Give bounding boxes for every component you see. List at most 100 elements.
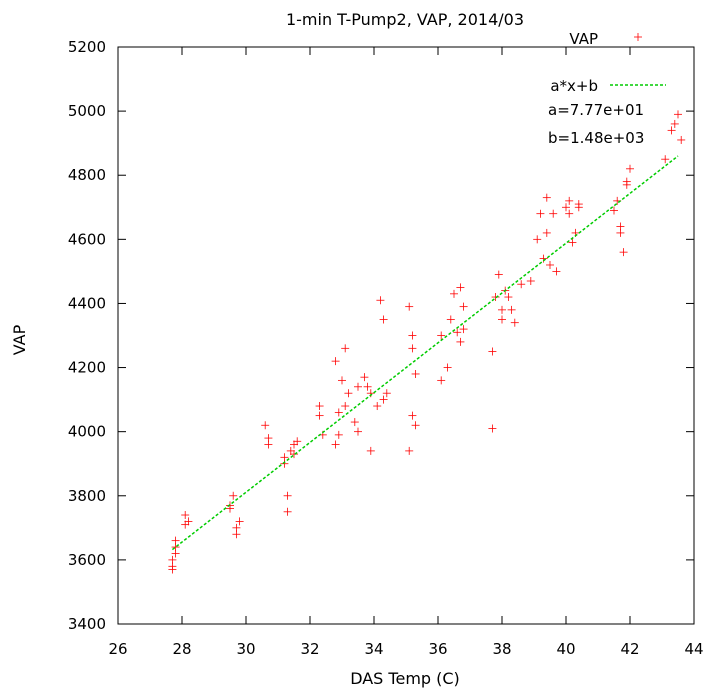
data-point — [411, 421, 420, 430]
data-point — [350, 418, 359, 427]
data-point — [405, 446, 414, 455]
data-point — [542, 193, 551, 202]
data-point — [184, 517, 193, 526]
legend-plus-marker — [634, 33, 642, 41]
x-tick-label: 38 — [492, 640, 511, 658]
data-point — [354, 427, 362, 436]
data-point — [376, 296, 385, 305]
data-point — [354, 382, 362, 391]
data-point — [437, 331, 446, 340]
data-point — [405, 302, 414, 311]
data-point — [261, 421, 270, 430]
y-tick-label: 3400 — [68, 615, 106, 633]
data-point — [280, 453, 289, 462]
data-point — [341, 344, 350, 353]
data-point — [459, 325, 468, 334]
data-point — [334, 430, 343, 439]
x-tick-label: 44 — [684, 640, 703, 658]
data-point — [338, 376, 346, 385]
data-point — [568, 238, 577, 247]
x-axis: 26 28 30 32 34 36 38 40 42 44 — [108, 47, 704, 658]
data-point — [283, 491, 292, 500]
data-point — [379, 395, 388, 404]
plot-area-frame — [117, 46, 695, 625]
data-point — [229, 491, 238, 500]
y-tick-label: 5000 — [68, 102, 106, 120]
data-point — [315, 402, 324, 411]
y-tick-label: 4800 — [68, 166, 106, 184]
y-tick-label: 5200 — [68, 38, 106, 56]
data-point — [363, 382, 372, 391]
data-point — [408, 331, 417, 340]
data-point — [498, 305, 506, 314]
y-tick-label: 4600 — [68, 230, 106, 248]
data-point — [574, 203, 583, 212]
data-point — [459, 302, 468, 311]
data-point — [226, 504, 234, 513]
data-point — [283, 507, 292, 516]
data-point — [539, 254, 548, 263]
data-point — [562, 203, 570, 212]
data-point — [290, 440, 298, 449]
data-point — [408, 411, 417, 420]
data-point — [344, 389, 353, 398]
data-point — [408, 344, 417, 353]
y-tick-label: 3800 — [68, 487, 106, 505]
legend-b-text: b=1.48e+03 — [548, 129, 644, 147]
data-point — [507, 305, 516, 314]
data-point — [446, 315, 455, 324]
data-point — [366, 446, 375, 455]
data-point — [411, 369, 420, 378]
data-point — [667, 126, 676, 135]
data-point — [565, 196, 574, 205]
data-point — [494, 270, 503, 279]
vap-points — [168, 110, 686, 574]
x-tick-label: 30 — [236, 640, 255, 658]
data-point — [290, 450, 298, 459]
data-point — [546, 260, 554, 269]
data-point — [616, 228, 625, 237]
data-point — [619, 248, 628, 257]
data-point — [456, 283, 465, 292]
data-point — [235, 517, 244, 526]
data-point — [293, 437, 302, 446]
data-point — [488, 424, 497, 433]
data-point — [549, 209, 558, 218]
legend: VAP a*x+b a=7.77e+01 b=1.48e+03 — [548, 30, 666, 147]
legend-points-label: VAP — [569, 30, 598, 48]
y-axis: 3400 3600 3800 4000 4200 4400 4600 4800 5000 5200 — [68, 38, 694, 633]
data-point — [181, 520, 190, 529]
data-point — [661, 155, 670, 164]
data-point — [536, 209, 545, 218]
x-tick-label: 36 — [428, 640, 447, 658]
data-point — [443, 363, 452, 372]
data-point — [331, 440, 340, 449]
data-point — [510, 318, 519, 327]
y-tick-label: 4000 — [68, 423, 106, 441]
data-point — [526, 277, 535, 286]
data-point — [453, 328, 462, 337]
y-tick-label: 4200 — [68, 359, 106, 377]
data-point — [674, 110, 682, 119]
x-tick-label: 42 — [620, 640, 639, 658]
data-point — [488, 347, 497, 356]
data-point — [517, 280, 526, 289]
data-point — [331, 357, 340, 366]
data-point — [181, 511, 190, 520]
data-point — [542, 228, 551, 237]
legend-points-marker — [634, 33, 642, 41]
data-point — [334, 408, 343, 417]
y-tick-label: 3600 — [68, 551, 106, 569]
x-tick-label: 34 — [364, 640, 383, 658]
data-point — [382, 389, 391, 398]
data-point — [168, 562, 177, 571]
data-point — [315, 411, 324, 420]
data-point — [379, 315, 388, 324]
x-tick-label: 40 — [556, 640, 575, 658]
data-point — [456, 337, 465, 346]
data-point — [450, 289, 458, 298]
data-point — [677, 135, 686, 144]
data-point — [670, 119, 679, 128]
fit-line — [171, 155, 679, 551]
